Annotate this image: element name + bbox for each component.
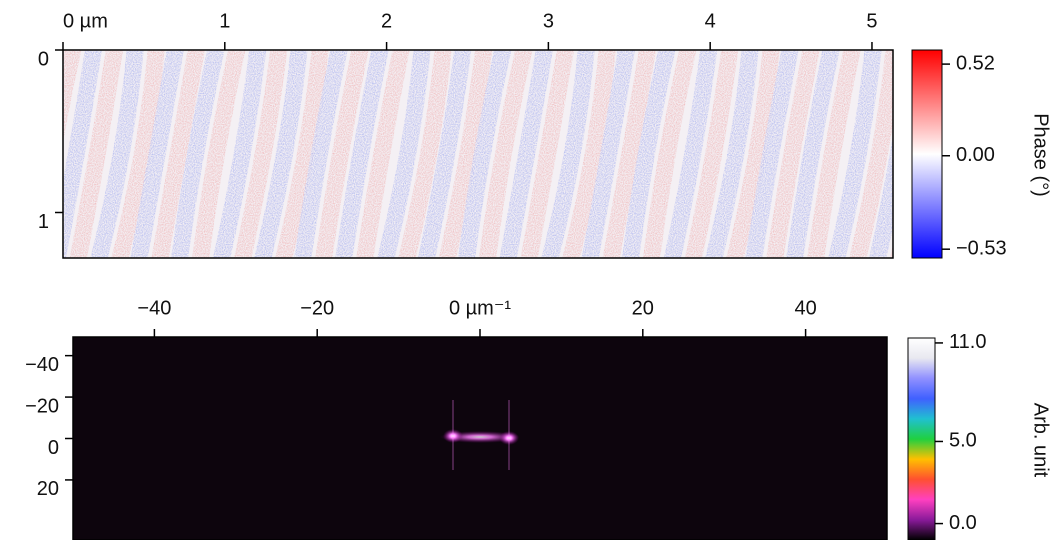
colorbar-tick-label: 5.0 <box>949 430 977 452</box>
x-tick-label: 20 <box>632 297 654 319</box>
y-tick-label: 0 <box>38 48 49 70</box>
phase-pattern <box>0 40 893 270</box>
phase-stripe <box>0 40 34 270</box>
colorbar-tick-label: 0.00 <box>956 144 995 166</box>
phase-stripe <box>726 50 780 258</box>
x-tick-label: 1 <box>219 10 230 32</box>
phase-stripe <box>705 50 759 258</box>
y-tick-label: −20 <box>25 395 59 417</box>
colorbar-tick-label: 11.0 <box>949 331 986 353</box>
colorbar <box>907 337 936 540</box>
y-tick-label: 0 <box>48 437 59 459</box>
phase-stripe <box>457 50 512 258</box>
phase-stripe <box>335 50 389 258</box>
x-tick-label: 4 <box>705 10 716 32</box>
phase-stripe <box>417 50 472 258</box>
phase-stripe <box>0 40 13 270</box>
x-tick-label: 3 <box>543 10 554 32</box>
phase-stripe <box>684 50 739 258</box>
colorbar-tick-label: 0.0 <box>949 512 977 534</box>
x-tick-label: 2 <box>381 10 392 32</box>
phase-stripe <box>581 50 635 258</box>
phase-stripe <box>233 50 288 258</box>
phase-stripe <box>130 50 184 258</box>
phase-stripe <box>478 50 533 258</box>
phase-stripe <box>111 50 165 258</box>
phase-stripe <box>745 50 799 258</box>
phase-stripe <box>63 50 103 258</box>
phase-stripe <box>766 50 820 258</box>
colorbar <box>911 49 943 259</box>
phase-stripe <box>275 50 329 258</box>
plot-frame <box>62 49 894 259</box>
phase-stripe <box>562 50 616 258</box>
y-tick-label: 1 <box>38 211 49 233</box>
x-tick-label: 0 µm⁻¹ <box>449 297 511 319</box>
phase-stripe <box>254 50 308 258</box>
phase-stripe <box>69 50 124 258</box>
colorbar-tick-label: −0.53 <box>956 237 1007 259</box>
x-tick-label: −40 <box>137 297 171 319</box>
phase-stripe <box>377 50 431 258</box>
phase-stripe <box>192 50 246 258</box>
phase-stripe <box>642 50 697 258</box>
phase-stripe <box>212 50 267 258</box>
colorbar-label: Arb. unit <box>1030 403 1052 478</box>
phase-stripe <box>541 50 595 258</box>
phase-stripe <box>63 50 82 143</box>
fft-peaks <box>440 400 520 470</box>
x-tick-label: 40 <box>794 297 816 319</box>
phase-stripe <box>621 50 676 258</box>
phase-stripe <box>294 50 348 258</box>
fft-peak <box>499 431 519 445</box>
phase-stripe <box>90 50 144 258</box>
phase-stripe <box>602 50 656 258</box>
phase-stripe <box>828 50 882 258</box>
phase-stripe <box>14 40 54 270</box>
y-tick-label: 20 <box>37 478 59 500</box>
phase-stripe <box>438 50 493 258</box>
x-tick-label: 0 µm <box>63 10 108 32</box>
phase-stripe <box>663 50 718 258</box>
phase-stripe <box>315 50 369 258</box>
colorbar-tick-label: 0.52 <box>956 52 995 74</box>
y-tick-label: −40 <box>25 354 59 376</box>
phase-stripe <box>786 50 840 258</box>
x-tick-label: 5 <box>866 10 877 32</box>
x-tick-label: −20 <box>300 297 334 319</box>
phase-stripe <box>499 50 553 258</box>
phase-stripe <box>151 50 205 258</box>
phase-stripe <box>356 50 410 258</box>
phase-stripe <box>807 50 861 258</box>
phase-stripe <box>398 50 452 258</box>
colorbar-label: Phase (°) <box>1030 113 1052 197</box>
phase-stripe <box>868 134 893 258</box>
phase-stripe <box>171 50 225 258</box>
fft-peak <box>443 429 463 443</box>
phase-stripe <box>520 50 574 258</box>
phase-stripe <box>849 50 893 258</box>
